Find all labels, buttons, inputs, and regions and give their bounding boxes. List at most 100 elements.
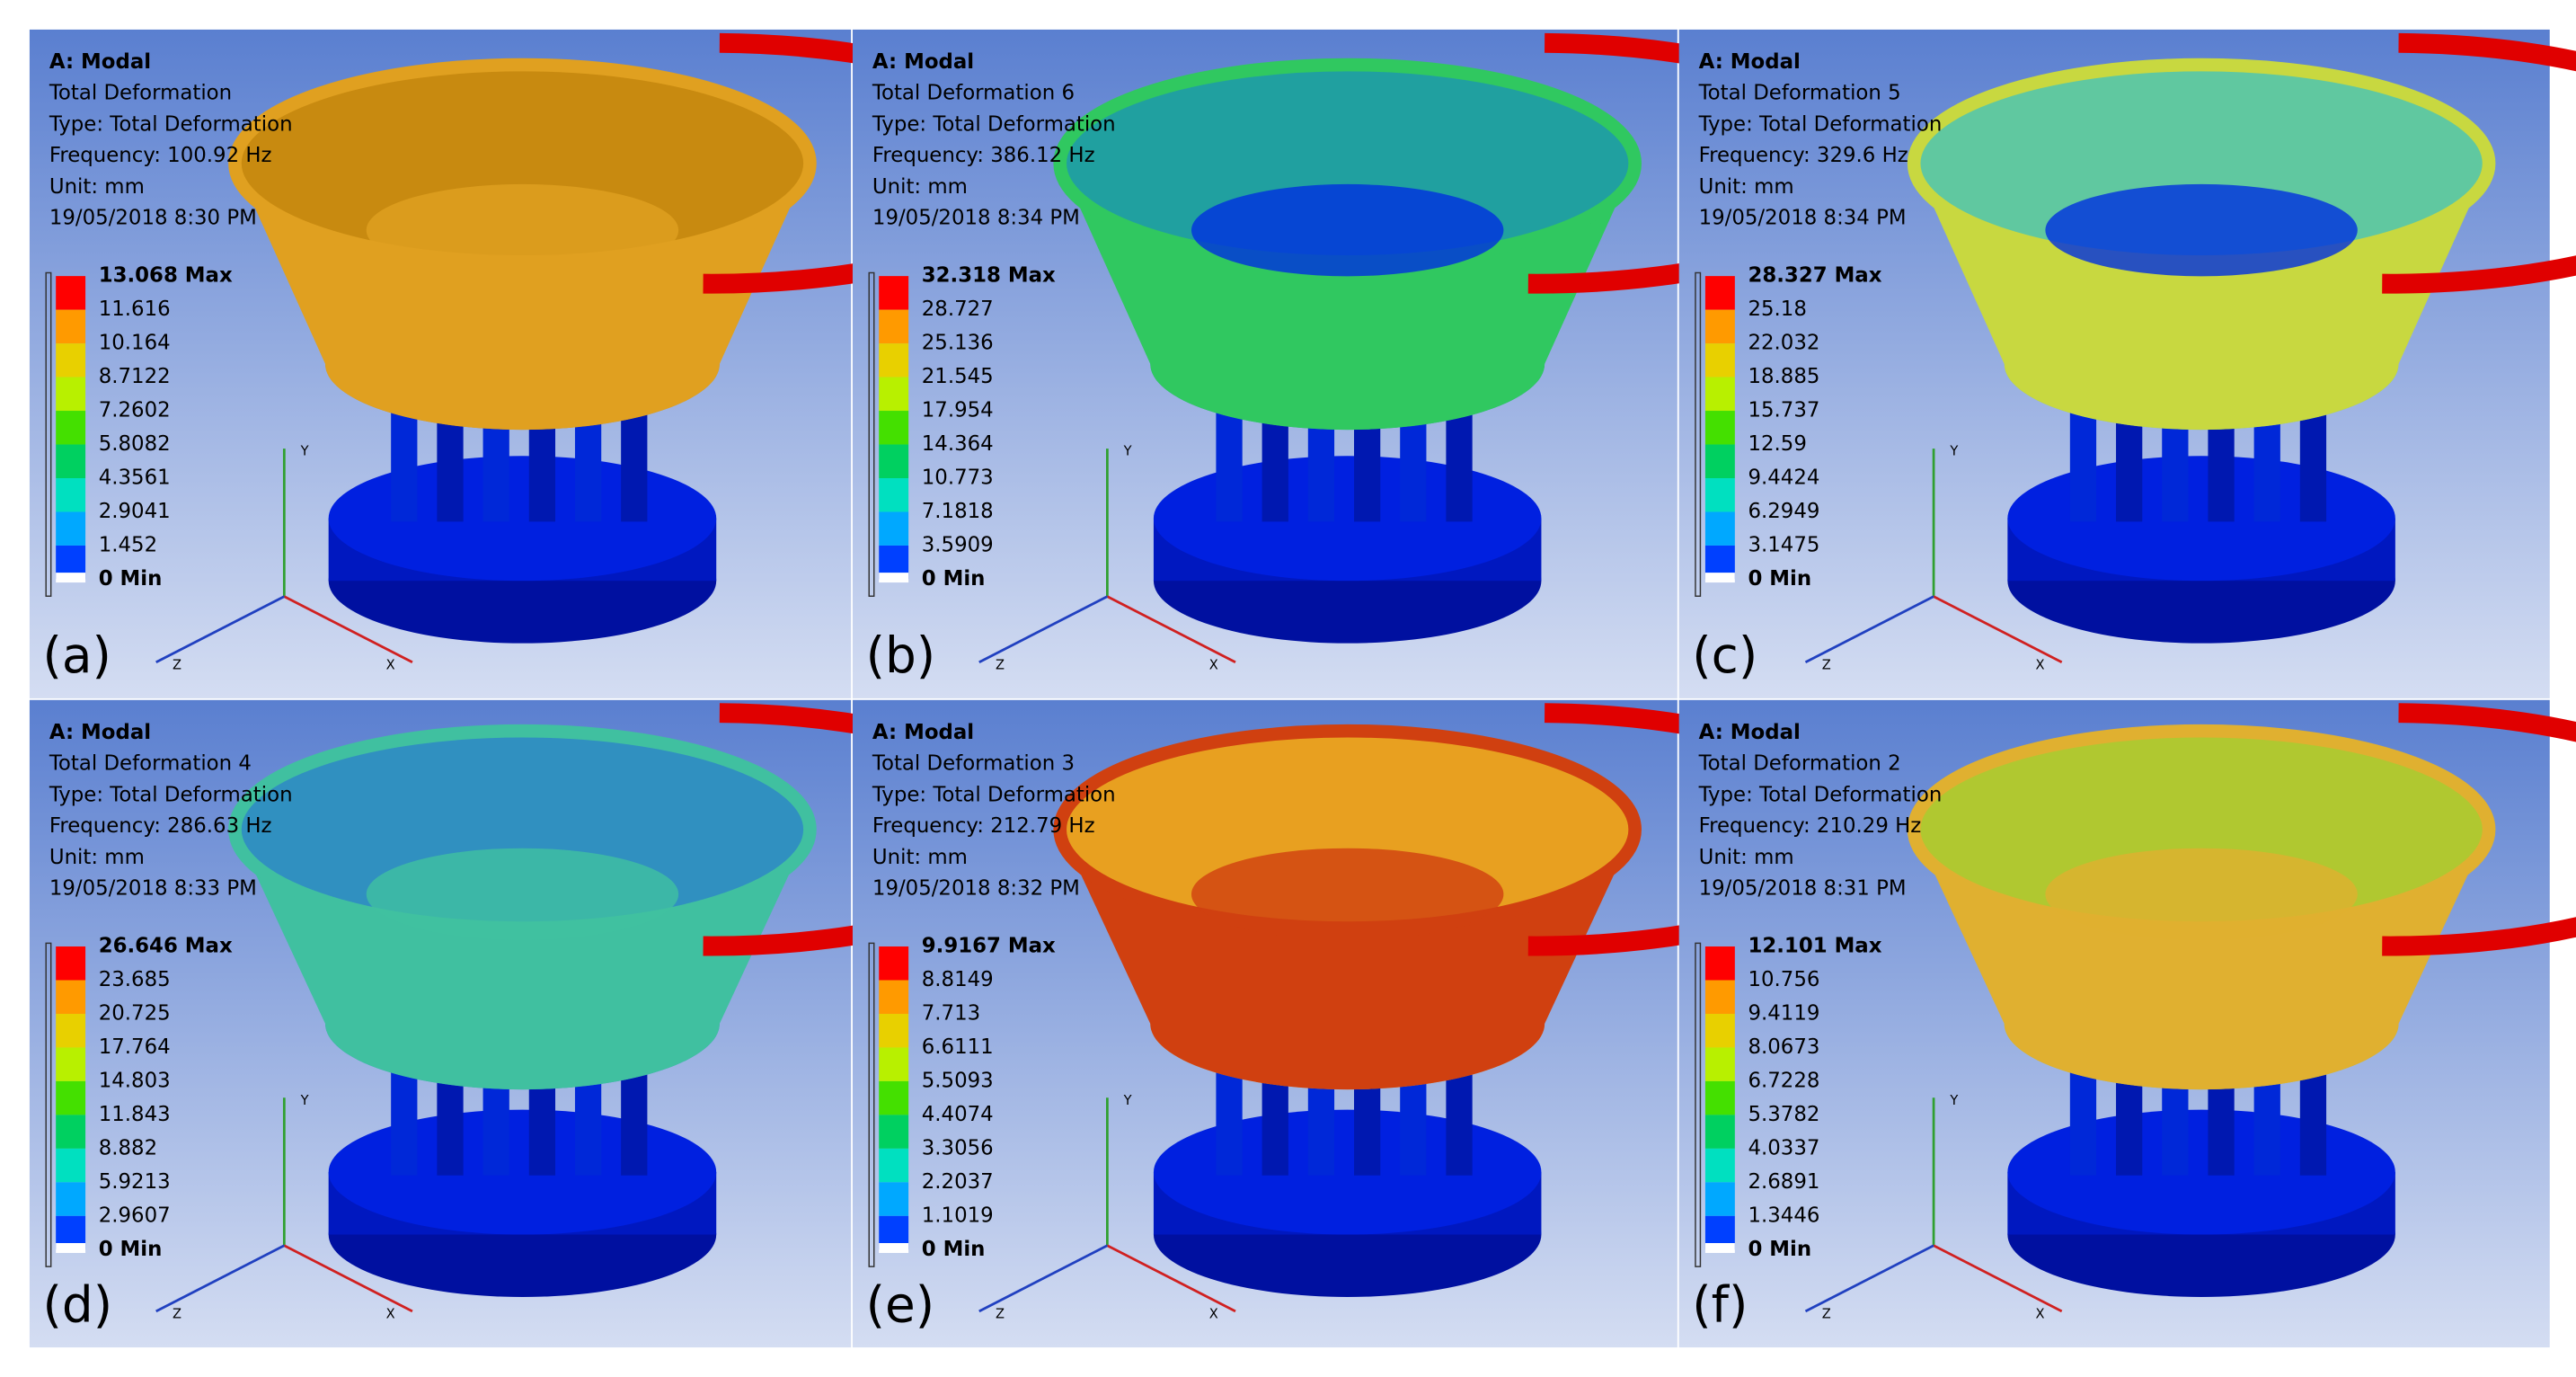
legend-label: 5.9213 xyxy=(99,1170,171,1194)
legend-label: 2.2037 xyxy=(922,1170,994,1194)
info-line: Frequency: 100.92 Hz xyxy=(49,144,272,167)
legend-label: 28.327 Max xyxy=(1748,264,1881,288)
spiral-track xyxy=(2382,32,2576,294)
legend-label: 15.737 xyxy=(1748,399,1819,422)
legend-frame xyxy=(868,942,875,1267)
legend-label: 14.364 xyxy=(922,432,994,456)
legend-swatch xyxy=(1704,477,1735,512)
legend-label: 18.885 xyxy=(1748,365,1819,388)
info-line: 19/05/2018 8:30 PM xyxy=(49,207,257,230)
legend-swatch xyxy=(1704,377,1735,412)
info-line: Total Deformation 4 xyxy=(49,752,252,776)
info-line: 19/05/2018 8:31 PM xyxy=(1699,877,1907,901)
info-line: Total Deformation 2 xyxy=(1698,752,1901,776)
legend-swatch xyxy=(56,573,86,583)
legend-swatch xyxy=(56,1013,86,1048)
info-line: 19/05/2018 8:34 PM xyxy=(872,207,1080,230)
legend-frame xyxy=(1695,942,1702,1267)
legend-label: 23.685 xyxy=(99,968,171,991)
legend-swatch xyxy=(56,1148,86,1183)
legend-label: 0 Min xyxy=(922,1238,986,1261)
legend-label: 2.6891 xyxy=(1748,1170,1819,1194)
axis-label: X xyxy=(1209,1307,1218,1322)
axis-label: Z xyxy=(996,1307,1005,1322)
info-line: Total Deformation 3 xyxy=(872,752,1075,776)
legend-swatch xyxy=(1704,1080,1735,1115)
legend-label: 0 Min xyxy=(1748,567,1811,591)
info-line: A: Modal xyxy=(872,721,974,744)
axis-label: Y xyxy=(1123,1093,1132,1108)
panel: A: Modal Total Deformation 5 Type: Total D… xyxy=(1678,29,2576,698)
legend-label: 5.8082 xyxy=(99,432,171,456)
legend-swatch xyxy=(1704,573,1735,583)
legend-label: 17.954 xyxy=(922,399,994,422)
legend-label: 6.2949 xyxy=(1748,500,1819,523)
legend-swatch xyxy=(879,444,909,478)
legend-label: 0 Min xyxy=(922,567,986,591)
legend-label: 13.068 Max xyxy=(99,264,233,288)
legend-swatch xyxy=(56,477,86,512)
panel-label: (f) xyxy=(1692,1275,1748,1333)
base-top xyxy=(2007,1109,2395,1235)
axis-label: Y xyxy=(300,1093,309,1108)
axis-z xyxy=(155,1244,285,1313)
info-line: Type: Total Deformation xyxy=(49,783,293,806)
legend-label: 11.616 xyxy=(99,298,171,321)
legend-label: 5.5093 xyxy=(922,1069,994,1092)
axis-x xyxy=(283,595,413,663)
legend-label: 28.727 xyxy=(922,298,994,321)
bowl-floor xyxy=(2045,848,2358,941)
info-line: Unit: mm xyxy=(872,846,968,869)
legend-swatch xyxy=(1704,411,1735,445)
axis-z xyxy=(978,595,1108,663)
panel-label: (c) xyxy=(1692,626,1757,684)
panel-label: (e) xyxy=(866,1275,935,1333)
legend-label: 2.9041 xyxy=(99,500,171,523)
legend-label: 2.9607 xyxy=(99,1204,171,1227)
legend-label: 32.318 Max xyxy=(922,264,1056,288)
panel: A: Modal Total Deformation 6 Type: Total D… xyxy=(852,29,1898,698)
axis-label: Y xyxy=(1949,1093,1958,1108)
legend-swatch xyxy=(56,1047,86,1081)
legend-swatch xyxy=(879,343,909,378)
info-line: 19/05/2018 8:34 PM xyxy=(1699,207,1907,230)
legend-label: 11.843 xyxy=(99,1103,171,1126)
legend-frame xyxy=(45,942,52,1267)
legend-swatch xyxy=(56,343,86,378)
info-line: Unit: mm xyxy=(1699,175,1794,199)
legend-swatch xyxy=(879,946,909,981)
legend-swatch xyxy=(56,276,86,310)
base-top xyxy=(1153,1109,1542,1235)
legend-swatch xyxy=(1704,276,1735,310)
legend-label: 21.545 xyxy=(922,365,994,388)
legend-swatch xyxy=(879,511,909,546)
info-line: Unit: mm xyxy=(49,846,145,869)
axis-label: Z xyxy=(1822,657,1831,672)
info-line: Type: Total Deformation xyxy=(1698,783,1943,806)
legend-label: 6.6111 xyxy=(922,1035,994,1059)
info-line: A: Modal xyxy=(1699,721,1801,744)
legend-swatch xyxy=(879,411,909,445)
legend-label: 25.136 xyxy=(922,332,994,355)
base-top xyxy=(2007,456,2395,582)
legend-swatch xyxy=(1704,1243,1735,1253)
legend-swatch xyxy=(879,309,909,344)
axis-label: Z xyxy=(173,1307,181,1322)
legend-label: 17.764 xyxy=(99,1035,171,1059)
info-line: A: Modal xyxy=(872,50,974,74)
info-line: Type: Total Deformation xyxy=(1698,112,1943,136)
legend-label: 25.18 xyxy=(1748,298,1806,321)
legend-label: 14.803 xyxy=(99,1069,171,1092)
legend-label: 22.032 xyxy=(1748,332,1819,355)
axis-x xyxy=(283,1244,413,1313)
info-line: 19/05/2018 8:33 PM xyxy=(49,877,257,901)
legend-swatch xyxy=(56,377,86,412)
base-top xyxy=(328,456,717,582)
legend-label: 12.59 xyxy=(1748,432,1806,456)
info-line: Type: Total Deformation xyxy=(872,112,1116,136)
legend-swatch xyxy=(879,1047,909,1081)
legend-swatch xyxy=(879,1013,909,1048)
legend-label: 3.5909 xyxy=(922,533,994,556)
legend-swatch xyxy=(879,573,909,583)
legend-label: 7.2602 xyxy=(99,399,171,422)
